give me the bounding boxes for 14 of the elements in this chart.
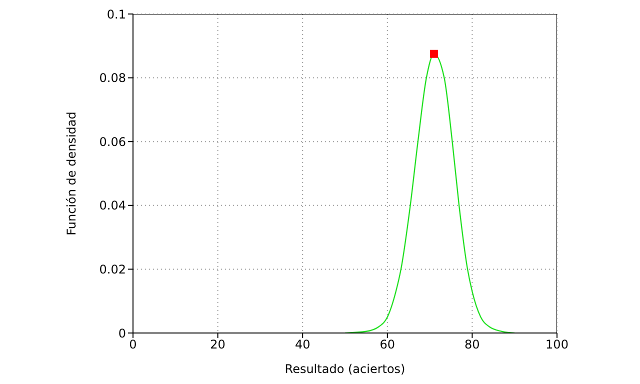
y-tick-label: 0.1 [106, 7, 126, 22]
y-tick-label: 0 [118, 326, 126, 340]
y-tick-label: 0.08 [99, 71, 126, 86]
y-tick-label: 0.06 [99, 134, 126, 149]
x-axis-title: Resultado (aciertos) [284, 362, 406, 376]
y-tick-label: 0.04 [99, 198, 126, 213]
x-tick-label: 100 [546, 338, 568, 352]
y-tick-label: 0.02 [99, 262, 126, 276]
x-tick-label: 80 [464, 338, 480, 352]
x-tick-label: 0 [129, 338, 137, 352]
x-tick-label: 60 [380, 338, 396, 352]
y-axis-title: Función de densidad [64, 112, 78, 236]
x-tick-label: 40 [294, 338, 310, 352]
x-tick-label: 20 [210, 338, 226, 352]
